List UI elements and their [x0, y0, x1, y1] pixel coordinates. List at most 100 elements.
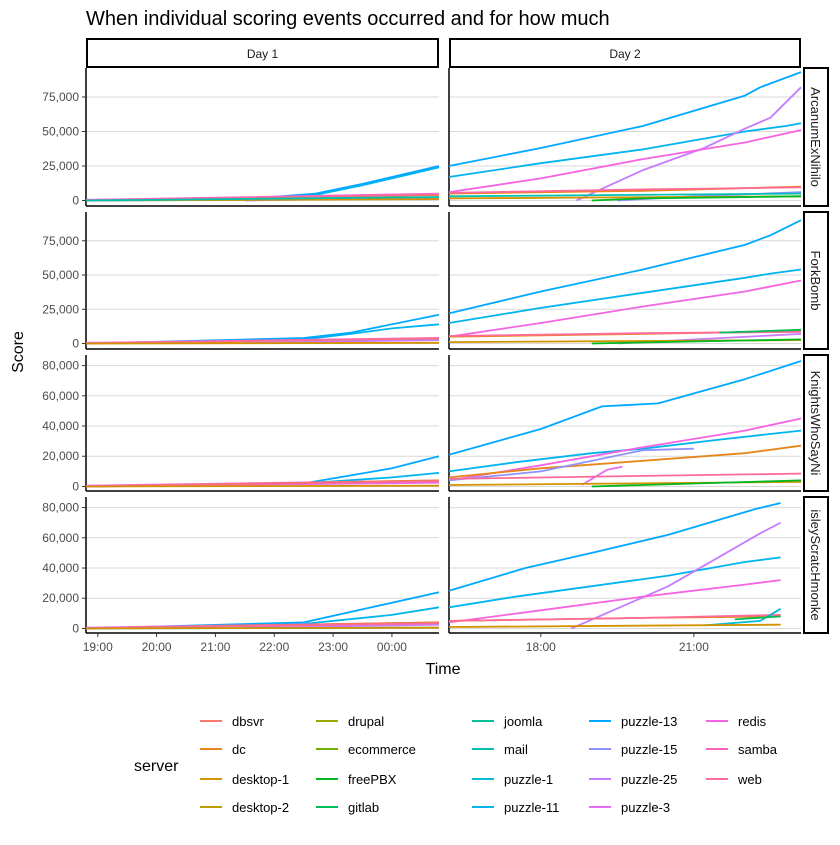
- legend-item: dc: [200, 742, 246, 757]
- series-line-web: [448, 186, 802, 194]
- legend-item: puzzle-3: [589, 800, 670, 815]
- legend-label: puzzle-13: [621, 714, 677, 729]
- facet-row-strip-2: [803, 354, 829, 492]
- series-line-redis: [448, 417, 802, 482]
- y-tick-label: 25,000: [42, 159, 79, 173]
- legend-item: puzzle-15: [589, 742, 677, 757]
- series-line-redis: [448, 279, 802, 338]
- facet-strip-0: [86, 38, 439, 68]
- series-line-desktop-1: [85, 484, 440, 488]
- panel-0-0: [85, 68, 440, 207]
- facet-strip-label: Day 2: [609, 47, 641, 61]
- y-tick-label: 0: [72, 621, 79, 635]
- legend-label: drupal: [348, 714, 384, 729]
- legend-label: web: [737, 772, 762, 787]
- series-line-puzzle-15: [448, 447, 694, 482]
- facet-strip-label: Day 1: [247, 47, 279, 61]
- series-line-freePBX: [591, 479, 802, 488]
- y-tick-label: 80,000: [42, 359, 79, 373]
- facet-strip-1: [449, 38, 801, 68]
- legend-label: dc: [232, 742, 246, 757]
- chart-title: When individual scoring events occurred …: [86, 8, 610, 30]
- series-line-puzzle-25: [571, 521, 782, 630]
- legend-item: freePBX: [316, 772, 397, 787]
- series-line-web: [448, 472, 802, 480]
- x-axis-title: Time: [426, 661, 461, 678]
- legend-item: puzzle-25: [589, 772, 677, 787]
- series-line-puzzle-13: [448, 219, 802, 315]
- legend-label: puzzle-1: [504, 772, 553, 787]
- x-tick-label: 21:00: [200, 640, 230, 654]
- series-line-desktop-1: [85, 626, 440, 630]
- series-line-puzzle-25: [576, 86, 802, 202]
- legend-item: desktop-2: [200, 800, 289, 815]
- panel-1-0: [85, 212, 440, 350]
- legend-label: puzzle-11: [504, 800, 559, 815]
- facet-row-label: ArcanumExNihilo: [808, 87, 823, 187]
- legend-label: redis: [738, 714, 767, 729]
- legend-item: puzzle-11: [472, 800, 559, 815]
- facet-strips: Day 1 Day 2 ArcanumExNihilo ForkBomb Knights…: [86, 38, 829, 634]
- y-tick-label: 50,000: [42, 124, 79, 138]
- legend-item: dbsvr: [200, 714, 264, 729]
- x-tick-label: 18:00: [526, 640, 556, 654]
- legend: server dbsvr dc desktop-1 desktop-2 drupal ec…: [134, 714, 778, 815]
- series-line-mail: [85, 196, 440, 202]
- chart-title-group: When individual scoring events occurred …: [86, 8, 610, 30]
- legend-item: ecommerce: [316, 742, 416, 757]
- y-tick-label: 0: [72, 337, 79, 351]
- legend-item: mail: [472, 742, 528, 757]
- panel-0-1: [448, 68, 802, 207]
- legend-item: redis: [706, 714, 767, 729]
- legend-label: dbsvr: [232, 714, 264, 729]
- x-tick-label: 23:00: [318, 640, 348, 654]
- legend-label: mail: [504, 742, 528, 757]
- legend-label: joomla: [503, 714, 543, 729]
- y-tick-label: 0: [72, 193, 79, 207]
- series-line-gitlab: [734, 615, 781, 621]
- legend-item: desktop-1: [200, 772, 289, 787]
- series-line-puzzle-11: [448, 556, 781, 609]
- axes: 0 25,000 50,000 75,000 0 25,000 50,000 75,000 0 2…: [42, 90, 709, 654]
- series-line-desktop-1: [85, 341, 440, 345]
- legend-label: samba: [738, 742, 778, 757]
- series-line-puzzle-13: [448, 71, 802, 167]
- panel-2-1: [448, 355, 802, 492]
- x-tick-label: 22:00: [259, 640, 289, 654]
- legend-label: desktop-1: [232, 772, 289, 787]
- series-line-redis: [448, 129, 802, 194]
- series-line-puzzle-1: [704, 608, 782, 627]
- series-line-puzzle-11: [448, 122, 802, 178]
- y-tick-label: 60,000: [42, 389, 79, 403]
- x-tick-label: 00:00: [377, 640, 407, 654]
- legend-item: web: [706, 772, 762, 787]
- legend-item: puzzle-13: [589, 714, 677, 729]
- legend-label: puzzle-3: [621, 800, 670, 815]
- panels: [85, 68, 802, 634]
- legend-title: server: [134, 758, 179, 775]
- series-line-mail: [448, 192, 802, 198]
- series-line-web: [448, 614, 781, 622]
- y-tick-label: 0: [72, 479, 79, 493]
- facet-row-label: KnightsWhoSayNi: [808, 371, 823, 476]
- facet-row-strip-1: [803, 211, 829, 350]
- panel-1-1: [448, 212, 802, 350]
- series-line-puzzle-3: [581, 465, 623, 486]
- y-tick-label: 20,000: [42, 449, 79, 463]
- facet-row-label: ForkBomb: [808, 251, 823, 311]
- x-tick-label: 19:00: [83, 640, 113, 654]
- y-tick-label: 75,000: [42, 90, 79, 104]
- panel-2-0: [85, 355, 440, 492]
- legend-item: joomla: [472, 714, 543, 729]
- panel-3-1: [448, 497, 801, 634]
- y-tick-label: 60,000: [42, 531, 79, 545]
- y-tick-label: 40,000: [42, 419, 79, 433]
- x-tick-label: 21:00: [679, 640, 709, 654]
- series-line-desktop-1: [448, 623, 781, 628]
- legend-item: drupal: [316, 714, 384, 729]
- series-line-web: [448, 331, 802, 337]
- legend-item: puzzle-1: [472, 772, 553, 787]
- y-tick-label: 25,000: [42, 302, 79, 316]
